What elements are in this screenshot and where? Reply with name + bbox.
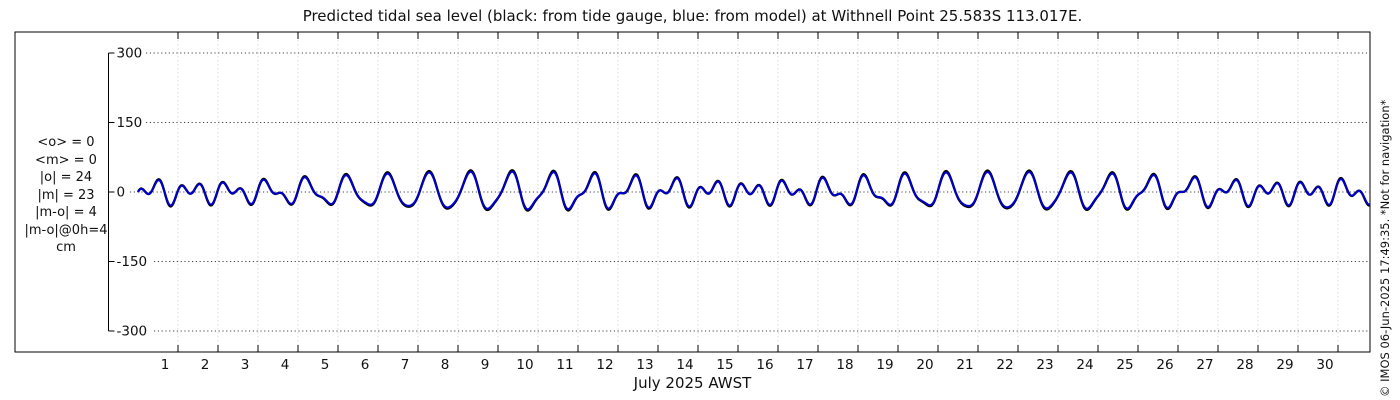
x-tick-label: 12 bbox=[596, 357, 613, 373]
x-tick-label: 22 bbox=[996, 357, 1013, 373]
y-tick-label: 300 bbox=[117, 46, 143, 62]
x-tick-label: 14 bbox=[676, 357, 693, 373]
x-tick-label: 5 bbox=[321, 357, 330, 373]
x-tick-label: 24 bbox=[1076, 357, 1093, 373]
y-tick-label: 0 bbox=[117, 185, 126, 201]
y-tick-label: -300 bbox=[117, 324, 148, 340]
x-tick-label: 27 bbox=[1196, 357, 1213, 373]
x-tick-label: 25 bbox=[1116, 357, 1133, 373]
x-tick-label: 16 bbox=[756, 357, 773, 373]
stat-mean-model: <m> = 0 bbox=[35, 152, 97, 168]
x-tick-label: 10 bbox=[516, 357, 533, 373]
x-tick-label: 6 bbox=[361, 357, 370, 373]
plot-border bbox=[14, 31, 1371, 353]
x-tick-label: 9 bbox=[481, 357, 490, 373]
x-tick-label: 2 bbox=[201, 357, 210, 373]
stat-abs-diff: |m-o| = 4 bbox=[35, 205, 97, 220]
x-tick-label: 30 bbox=[1316, 357, 1333, 373]
x-tick-label: 4 bbox=[281, 357, 290, 373]
x-tick-label: 17 bbox=[796, 357, 813, 373]
model-line bbox=[137, 170, 1371, 211]
x-axis-title: July 2025 AWST bbox=[633, 374, 752, 392]
x-tick-label: 26 bbox=[1156, 357, 1173, 373]
x-tick-label: 29 bbox=[1276, 357, 1293, 373]
x-tick-label: 3 bbox=[241, 357, 250, 373]
stat-abs-model: |m| = 23 bbox=[37, 187, 95, 203]
chart-title: Predicted tidal sea level (black: from t… bbox=[302, 7, 1083, 25]
y-tick-label: -150 bbox=[117, 254, 148, 270]
x-tick-label: 18 bbox=[836, 357, 853, 373]
x-tick-label: 15 bbox=[716, 357, 733, 373]
x-tick-label: 7 bbox=[401, 357, 410, 373]
x-tick-label: 23 bbox=[1036, 357, 1053, 373]
stat-mean-observed: <o> = 0 bbox=[37, 135, 95, 150]
stat-abs-observed: |o| = 24 bbox=[39, 170, 93, 185]
x-tick-label: 19 bbox=[876, 357, 893, 373]
x-tick-label: 20 bbox=[916, 357, 933, 373]
copyright-watermark: © IMOS 06-Jun-2025 17:49:35. *Not for na… bbox=[1378, 99, 1392, 397]
stat-abs-diff-0h: |m-o|@0h=4 bbox=[24, 222, 108, 238]
stats-panel: <o> = 0 <m> = 0 |o| = 24 |m| = 23 |m-o| … bbox=[6, 134, 126, 257]
x-tick-label: 11 bbox=[556, 357, 573, 373]
x-tick-label: 21 bbox=[956, 357, 973, 373]
x-tick-label: 28 bbox=[1236, 357, 1253, 373]
x-tick-label: 1 bbox=[161, 357, 170, 373]
y-tick-label: 150 bbox=[117, 115, 143, 131]
stat-units: cm bbox=[56, 240, 76, 255]
x-tick-label: 8 bbox=[441, 357, 450, 373]
x-tick-label: 13 bbox=[636, 357, 653, 373]
